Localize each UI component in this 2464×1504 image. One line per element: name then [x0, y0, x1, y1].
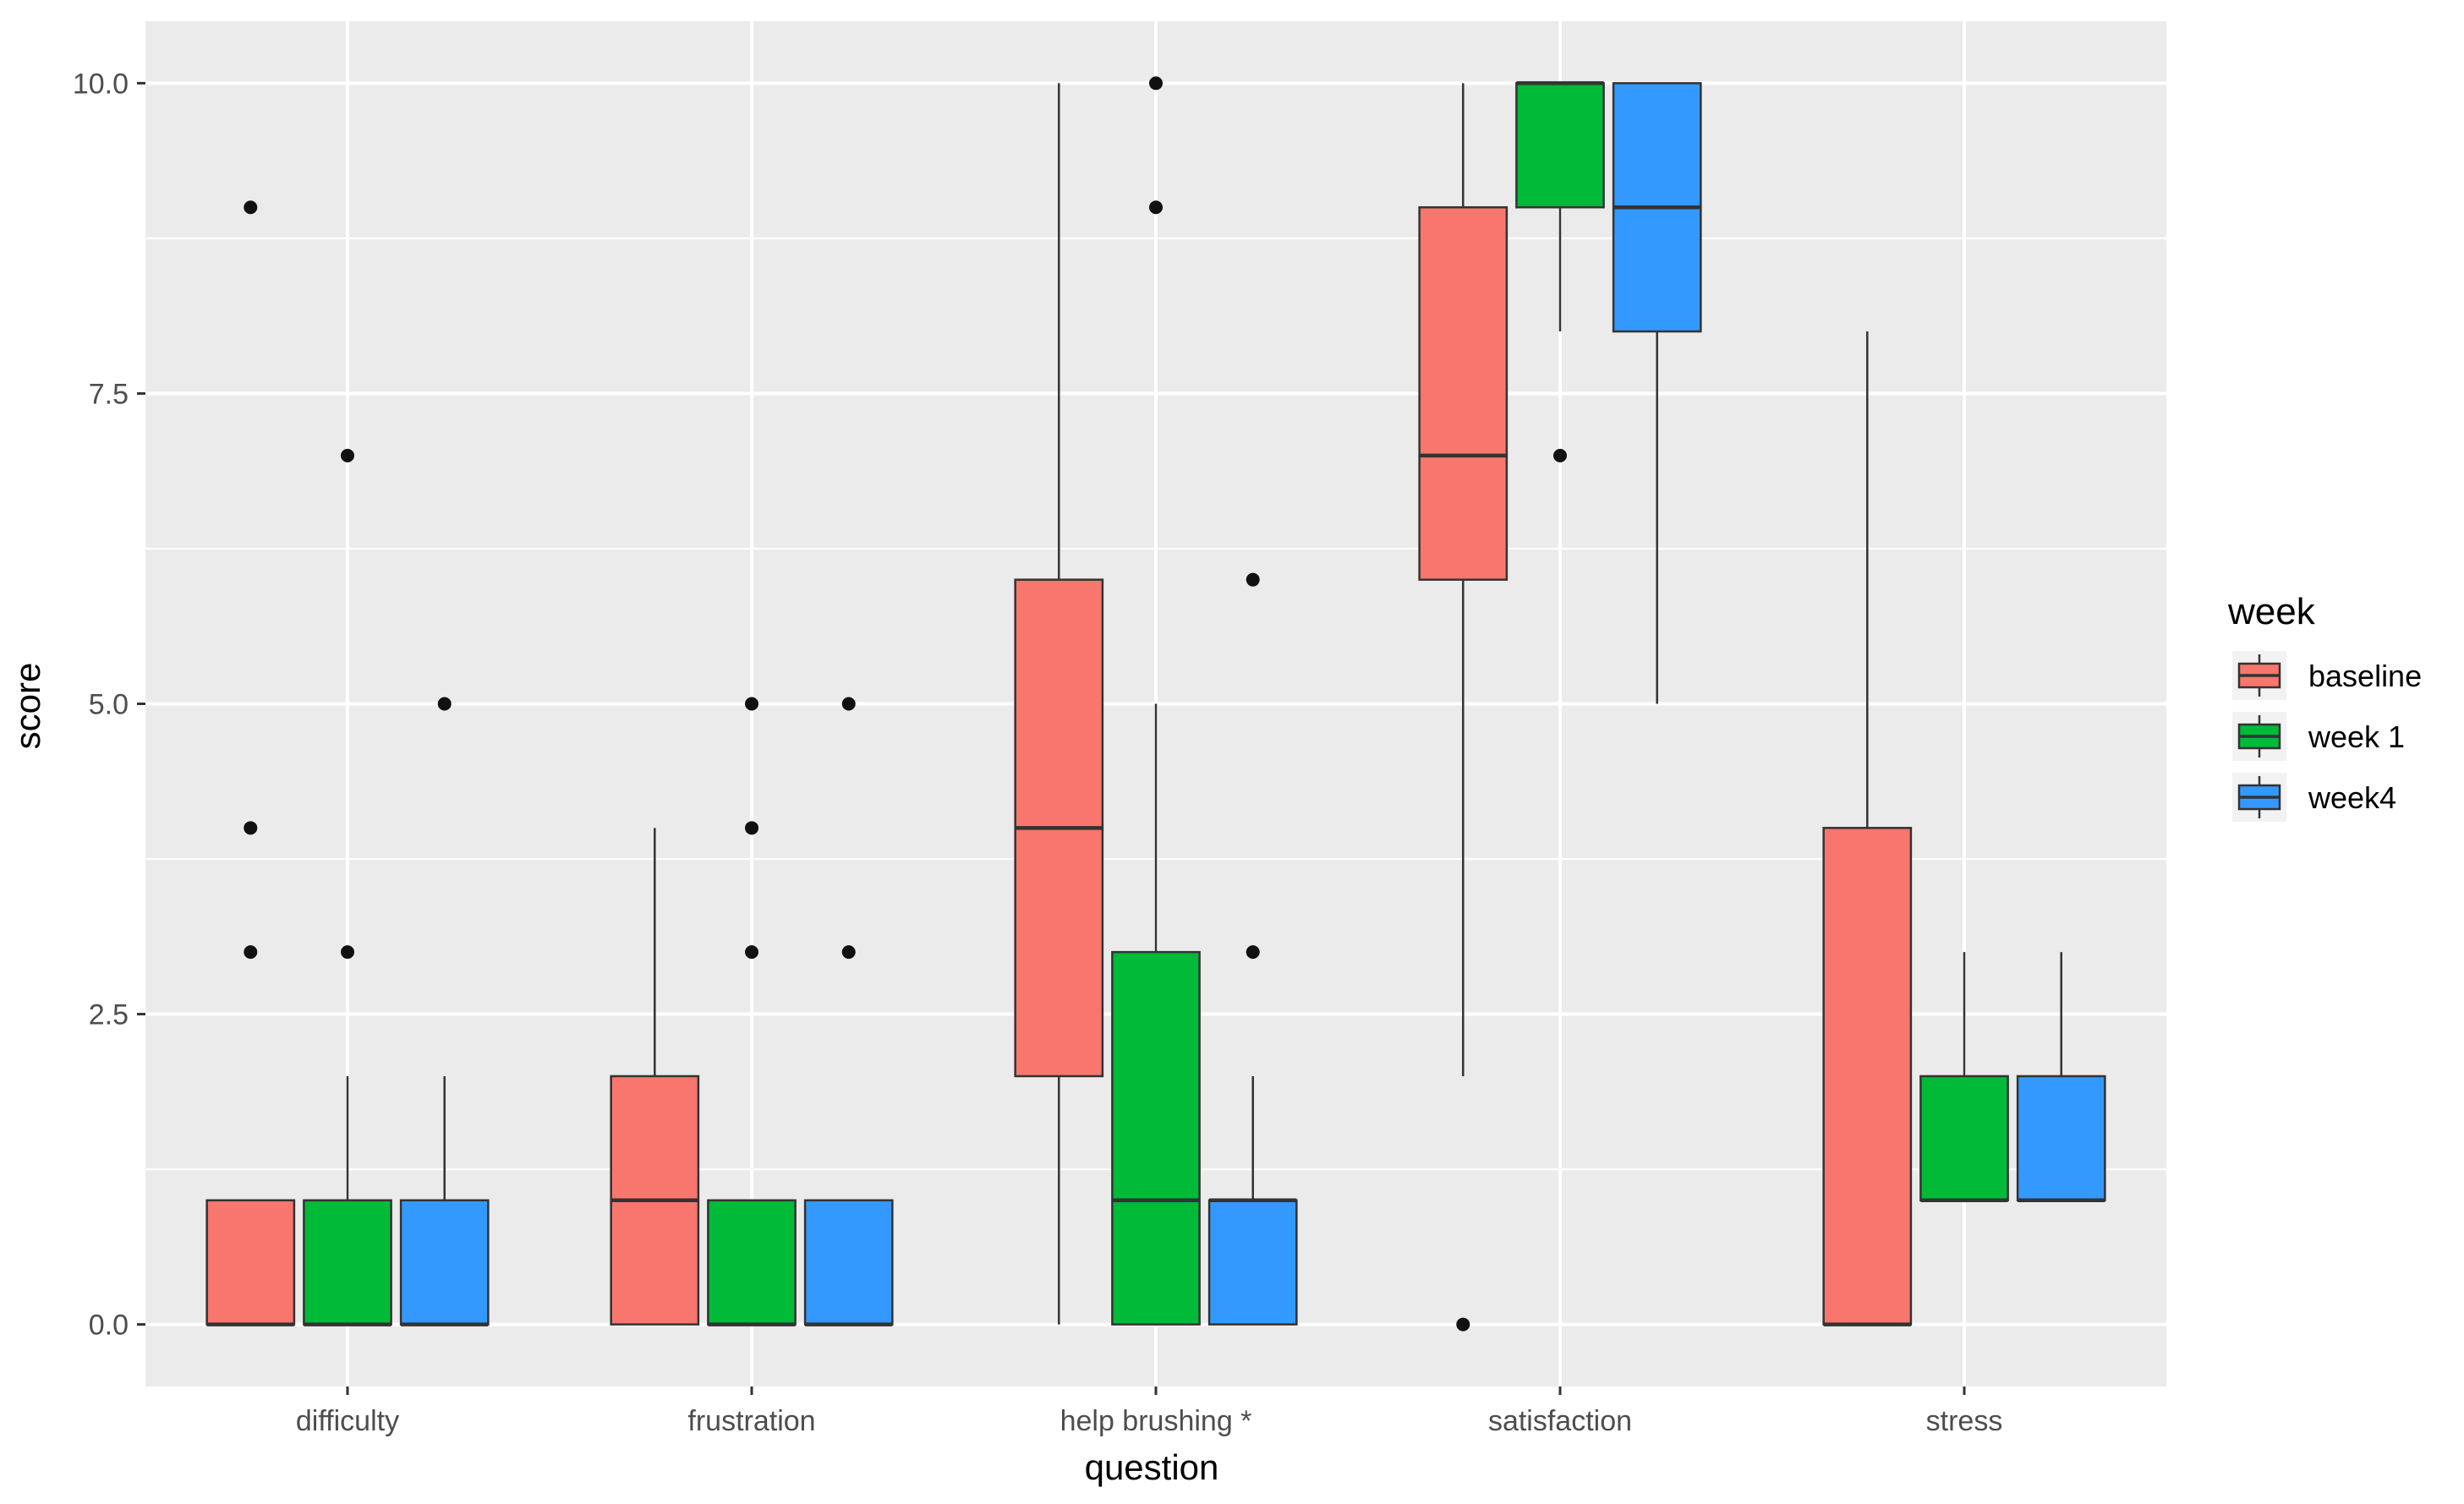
outlier-point — [341, 945, 354, 960]
outlier-point — [244, 200, 258, 215]
x-axis: difficulty frustration help brushing * sati… — [296, 1386, 2002, 1437]
y-tick-label: 5.0 — [89, 689, 129, 721]
y-axis-title: score — [8, 663, 47, 750]
box-body — [803, 1199, 894, 1326]
y-tick-label: 10.0 — [73, 68, 129, 100]
y-tick-label: 2.5 — [89, 999, 129, 1031]
legend-title: week — [2227, 591, 2316, 632]
box-week4-3 — [1612, 82, 1702, 704]
x-tick-label: help brushing * — [1060, 1405, 1252, 1437]
box-body — [1515, 82, 1605, 209]
x-tick-label: stress — [1926, 1405, 2003, 1437]
outlier-point — [745, 697, 758, 711]
outlier-point — [341, 448, 354, 462]
outlier-point — [244, 821, 258, 835]
box-baseline-4 — [1822, 331, 1913, 1326]
y-tick-label: 7.5 — [89, 378, 129, 410]
outlier-point — [745, 945, 758, 960]
box-baseline-1 — [610, 828, 700, 1326]
legend-item-baseline: baseline — [2232, 651, 2422, 700]
legend-item-week1: week 1 — [2232, 712, 2405, 761]
box-week4-4 — [2016, 952, 2106, 1203]
box-layer — [205, 76, 2106, 1332]
box-body — [1207, 1199, 1298, 1326]
box-week4-0 — [399, 697, 490, 1326]
box-week4-2 — [1207, 572, 1298, 1326]
box-body — [1919, 1075, 2009, 1202]
legend-label: week4 — [2308, 780, 2396, 815]
box-body — [707, 1199, 797, 1326]
outlier-point — [1149, 76, 1163, 90]
box-body — [1822, 827, 1913, 1326]
box-week1-2 — [1111, 76, 1201, 1326]
y-axis: 0.0 2.5 5.0 7.5 10.0 — [73, 68, 145, 1342]
box-baseline-2 — [1014, 83, 1104, 1325]
x-tick-label: satisfaction — [1488, 1405, 1632, 1437]
outlier-point — [244, 945, 258, 960]
x-tick-label: difficulty — [296, 1405, 399, 1437]
legend-label: week 1 — [2308, 719, 2405, 754]
box-body — [1111, 950, 1201, 1326]
box-week1-3 — [1515, 81, 1605, 462]
outlier-point — [1553, 448, 1567, 462]
box-body — [303, 1199, 392, 1326]
outlier-point — [1246, 945, 1260, 960]
outlier-point — [745, 821, 758, 835]
y-tick-label: 0.0 — [89, 1310, 129, 1342]
outlier-point — [841, 945, 856, 960]
box-week1-4 — [1919, 952, 2009, 1203]
outlier-point — [1149, 200, 1163, 215]
box-body — [1418, 205, 1509, 581]
box-body — [205, 1199, 296, 1326]
outlier-point — [1456, 1317, 1470, 1332]
outlier-point — [437, 697, 452, 711]
legend-label: baseline — [2308, 659, 2422, 693]
x-tick-label: frustration — [687, 1405, 815, 1437]
outlier-point — [841, 697, 856, 711]
box-week1-0 — [303, 448, 392, 1326]
box-body — [2016, 1075, 2106, 1202]
box-body — [399, 1199, 490, 1326]
x-axis-title: question — [1085, 1447, 1219, 1487]
legend: week baseline week 1 week4 — [2227, 591, 2422, 822]
box-baseline-3 — [1418, 83, 1509, 1332]
box-baseline-0 — [205, 200, 296, 1326]
outlier-point — [1246, 572, 1260, 587]
box-week4-1 — [803, 697, 894, 1326]
box-week1-1 — [707, 697, 797, 1326]
legend-item-week4: week4 — [2232, 773, 2396, 822]
